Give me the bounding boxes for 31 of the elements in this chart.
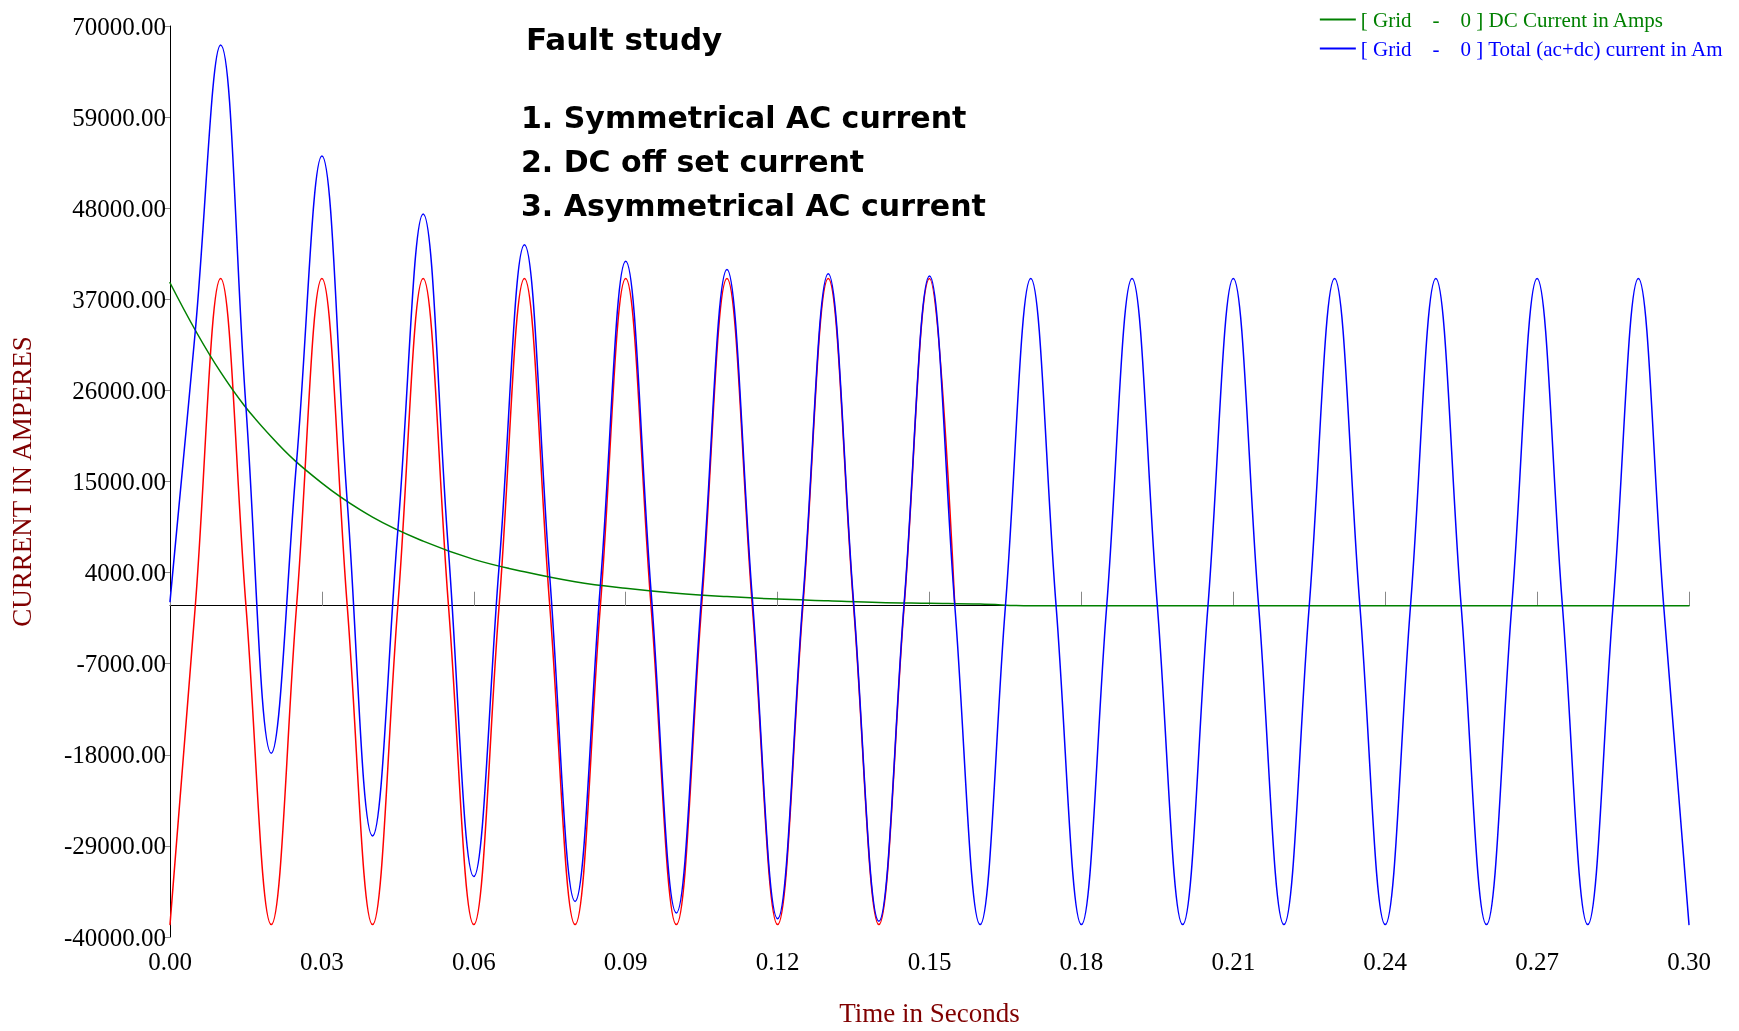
x-tick-label: 0.21 bbox=[1211, 948, 1256, 975]
x-tick-label: 0.03 bbox=[300, 948, 344, 975]
y-tick-label: -7000.00 bbox=[76, 650, 166, 678]
chart-title: Fault study bbox=[526, 20, 723, 57]
y-tick-label: 15000.00 bbox=[72, 468, 166, 495]
y-tick-label: 37000.00 bbox=[72, 285, 166, 313]
x-tick-label: 0.09 bbox=[603, 948, 648, 975]
y-tick-label: 48000.00 bbox=[72, 194, 166, 222]
x-tick-label: 0.24 bbox=[1363, 948, 1408, 975]
x-tick-label: 0.06 bbox=[451, 948, 496, 975]
x-tick-label: 0.00 bbox=[148, 948, 192, 975]
y-tick-label: 70000.00 bbox=[72, 12, 166, 40]
x-tick-label: 0.27 bbox=[1515, 948, 1559, 975]
y-tick-label: -18000.00 bbox=[63, 741, 166, 769]
x-tick-label: 0.30 bbox=[1667, 948, 1711, 975]
annotation: 2. DC off set current bbox=[521, 143, 865, 179]
y-axis-title: CURRENT IN AMPERES bbox=[6, 336, 37, 627]
y-tick-label: 4000.00 bbox=[84, 559, 166, 587]
y-tick-label: 59000.00 bbox=[72, 103, 166, 131]
legend-label: [ Grid - 0 ] Total (ac+dc) current in Am bbox=[1360, 36, 1723, 61]
x-tick-label: 0.12 bbox=[755, 948, 800, 975]
x-tick-label: 0.15 bbox=[907, 948, 952, 975]
y-tick-label: -40000.00 bbox=[63, 923, 166, 951]
x-tick-label: 0.18 bbox=[1059, 948, 1104, 975]
y-tick-label: 26000.00 bbox=[72, 376, 166, 404]
x-axis-title: Time in Seconds bbox=[839, 997, 1020, 1028]
y-tick-label: -29000.00 bbox=[63, 832, 166, 860]
line-series bbox=[169, 281, 1690, 607]
legend-label: [ Grid - 0 ] DC Current in Amps bbox=[1360, 7, 1663, 32]
annotation: 3. Asymmetrical AC current bbox=[521, 187, 986, 223]
annotation: 1. Symmetrical AC current bbox=[521, 99, 967, 135]
